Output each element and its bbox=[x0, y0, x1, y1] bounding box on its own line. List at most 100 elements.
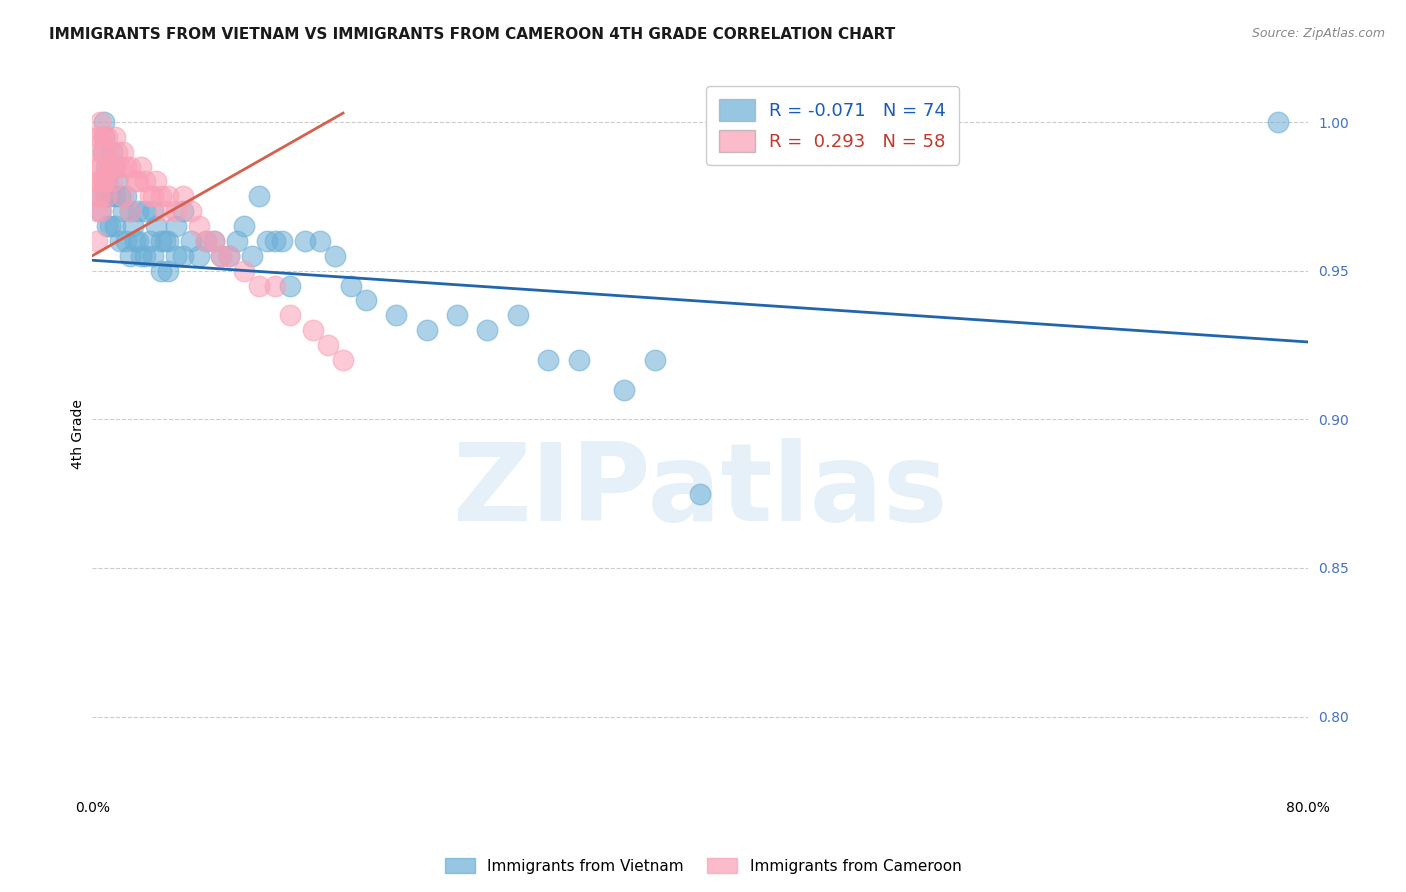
Point bbox=[114, 189, 136, 203]
Point bbox=[89, 115, 111, 129]
Point bbox=[157, 234, 180, 248]
Point bbox=[93, 129, 115, 144]
Point bbox=[165, 249, 187, 263]
Point bbox=[180, 234, 202, 248]
Point bbox=[225, 234, 247, 248]
Point bbox=[105, 145, 128, 159]
Point bbox=[120, 204, 142, 219]
Point bbox=[157, 189, 180, 203]
Point bbox=[325, 249, 347, 263]
Point bbox=[86, 204, 108, 219]
Point bbox=[87, 129, 110, 144]
Legend: R = -0.071   N = 74, R =  0.293   N = 58: R = -0.071 N = 74, R = 0.293 N = 58 bbox=[706, 87, 959, 165]
Point bbox=[263, 278, 285, 293]
Point bbox=[385, 308, 408, 322]
Point bbox=[94, 189, 117, 203]
Point bbox=[94, 160, 117, 174]
Point bbox=[294, 234, 316, 248]
Point bbox=[91, 145, 114, 159]
Point bbox=[613, 383, 636, 397]
Point bbox=[111, 204, 134, 219]
Point bbox=[89, 204, 111, 219]
Point bbox=[89, 189, 111, 203]
Point bbox=[111, 189, 134, 203]
Point bbox=[129, 160, 152, 174]
Point bbox=[108, 234, 131, 248]
Point bbox=[86, 174, 108, 188]
Point bbox=[309, 234, 332, 248]
Point bbox=[301, 323, 323, 337]
Point bbox=[145, 174, 167, 188]
Point bbox=[91, 174, 114, 188]
Point bbox=[104, 219, 127, 233]
Point bbox=[139, 189, 162, 203]
Point bbox=[157, 263, 180, 277]
Point bbox=[506, 308, 529, 322]
Point bbox=[127, 204, 149, 219]
Point bbox=[120, 160, 142, 174]
Y-axis label: 4th Grade: 4th Grade bbox=[72, 400, 86, 469]
Point bbox=[101, 174, 124, 188]
Point bbox=[86, 234, 108, 248]
Point bbox=[100, 160, 122, 174]
Point bbox=[233, 263, 256, 277]
Text: Source: ZipAtlas.com: Source: ZipAtlas.com bbox=[1251, 27, 1385, 40]
Point bbox=[218, 249, 240, 263]
Point bbox=[93, 174, 115, 188]
Point bbox=[568, 352, 591, 367]
Point bbox=[477, 323, 499, 337]
Point bbox=[124, 174, 146, 188]
Point bbox=[153, 204, 176, 219]
Text: ZIPatlas: ZIPatlas bbox=[453, 438, 948, 544]
Point bbox=[354, 293, 377, 308]
Point bbox=[94, 145, 117, 159]
Point bbox=[271, 234, 294, 248]
Point bbox=[87, 189, 110, 203]
Point bbox=[172, 189, 194, 203]
Point bbox=[689, 486, 711, 500]
Point bbox=[247, 189, 270, 203]
Point bbox=[240, 249, 263, 263]
Point bbox=[195, 234, 218, 248]
Point bbox=[108, 189, 131, 203]
Point bbox=[104, 160, 127, 174]
Point bbox=[127, 174, 149, 188]
Point bbox=[278, 308, 301, 322]
Point bbox=[104, 189, 127, 203]
Point bbox=[114, 160, 136, 174]
Point bbox=[339, 278, 361, 293]
Point bbox=[165, 204, 187, 219]
Point bbox=[187, 219, 209, 233]
Text: IMMIGRANTS FROM VIETNAM VS IMMIGRANTS FROM CAMEROON 4TH GRADE CORRELATION CHART: IMMIGRANTS FROM VIETNAM VS IMMIGRANTS FR… bbox=[49, 27, 896, 42]
Point bbox=[263, 234, 285, 248]
Point bbox=[96, 174, 118, 188]
Point bbox=[202, 234, 225, 248]
Point bbox=[142, 249, 165, 263]
Point bbox=[90, 145, 112, 159]
Point bbox=[97, 160, 120, 174]
Point bbox=[90, 174, 112, 188]
Point bbox=[90, 204, 112, 219]
Point bbox=[149, 263, 172, 277]
Point bbox=[218, 249, 240, 263]
Point bbox=[114, 234, 136, 248]
Point bbox=[187, 249, 209, 263]
Point bbox=[124, 234, 146, 248]
Point bbox=[153, 234, 176, 248]
Point bbox=[134, 249, 156, 263]
Point bbox=[111, 145, 134, 159]
Point bbox=[105, 174, 128, 188]
Point bbox=[195, 234, 218, 248]
Point bbox=[120, 249, 142, 263]
Point bbox=[134, 204, 156, 219]
Point bbox=[142, 189, 165, 203]
Point bbox=[332, 352, 354, 367]
Point bbox=[172, 204, 194, 219]
Point bbox=[108, 160, 131, 174]
Point bbox=[89, 189, 111, 203]
Point bbox=[122, 219, 145, 233]
Point bbox=[87, 160, 110, 174]
Point bbox=[446, 308, 468, 322]
Point bbox=[142, 204, 165, 219]
Point bbox=[165, 219, 187, 233]
